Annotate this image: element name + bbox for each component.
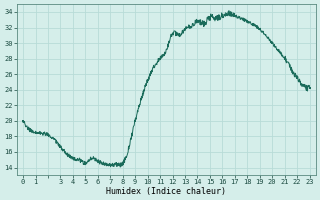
X-axis label: Humidex (Indice chaleur): Humidex (Indice chaleur) [106, 187, 226, 196]
